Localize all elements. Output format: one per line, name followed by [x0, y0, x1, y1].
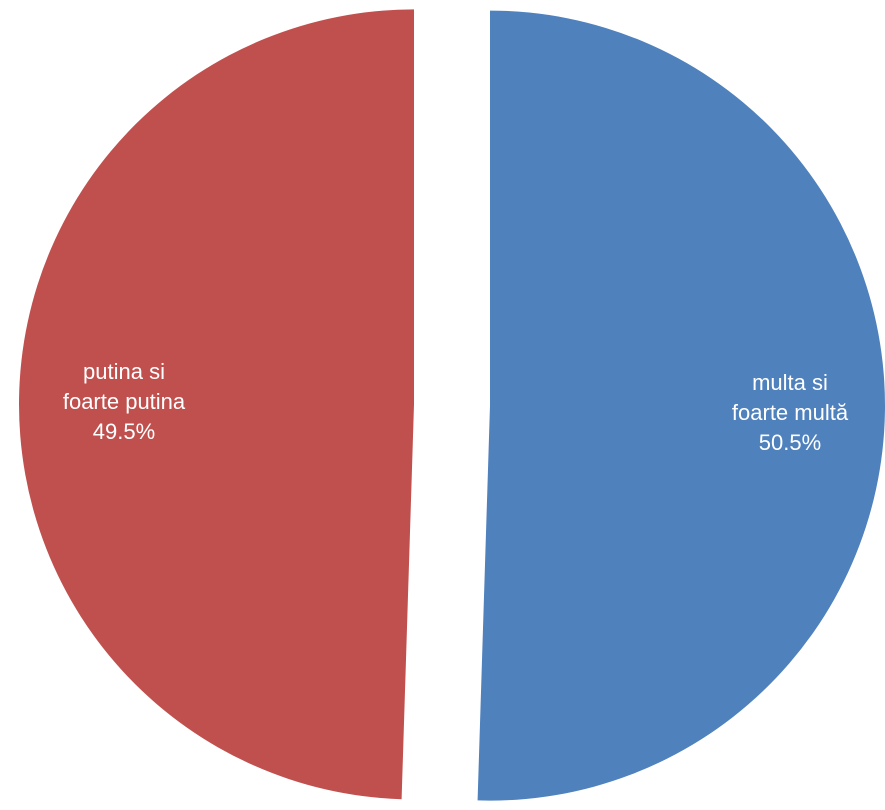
slice-multa: [477, 10, 885, 801]
slice-putina: [19, 9, 415, 800]
slice-label-putina-line2: foarte putina: [62, 389, 186, 414]
slice-label-multa: multa si foarte multă 50.5%: [680, 368, 885, 458]
slice-value-multa: 50.5%: [758, 430, 822, 455]
slice-label-putina-line1: putina si: [83, 359, 165, 384]
slice-value-putina: 49.5%: [92, 419, 156, 444]
slice-label-putina: putina si foarte putina 49.5%: [14, 357, 234, 447]
slice-label-multa-line2: foarte multă: [731, 400, 849, 425]
slice-label-multa-line1: multa si: [752, 370, 828, 395]
